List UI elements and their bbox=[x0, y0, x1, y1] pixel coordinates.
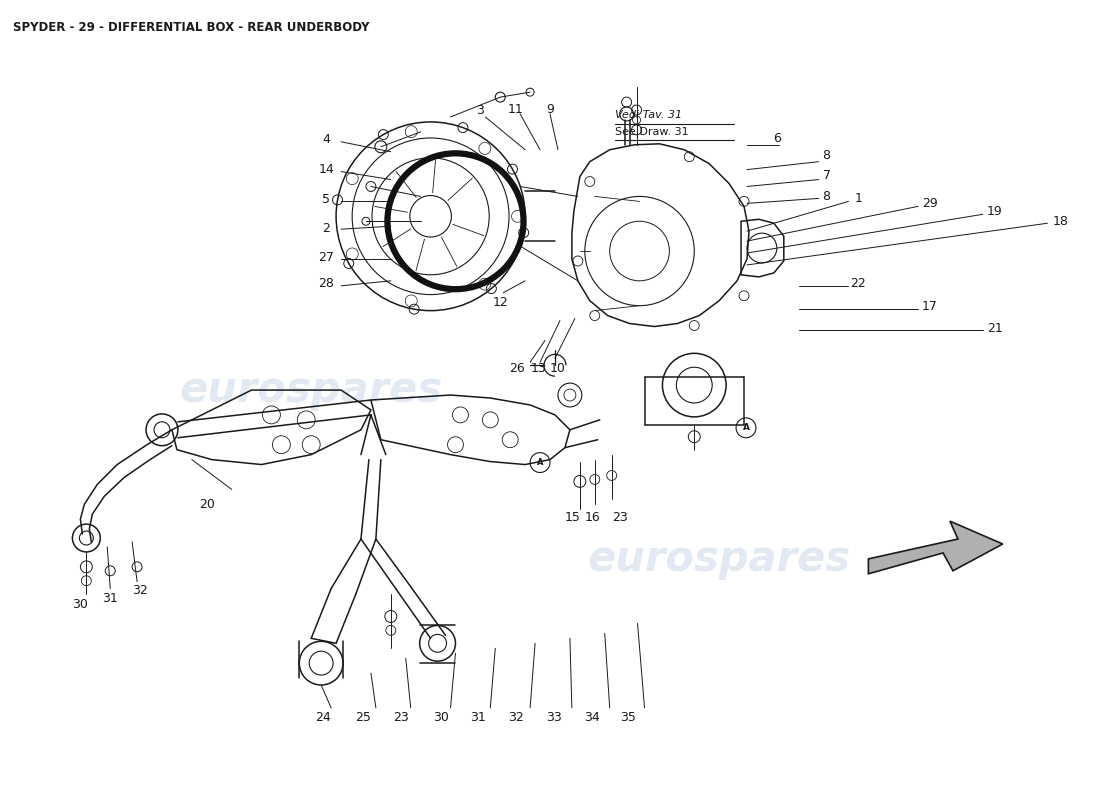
Text: 26: 26 bbox=[509, 362, 525, 374]
Text: 5: 5 bbox=[322, 193, 330, 206]
Text: 24: 24 bbox=[316, 711, 331, 724]
Text: 8: 8 bbox=[823, 150, 830, 162]
Text: 18: 18 bbox=[1053, 214, 1068, 228]
Text: 25: 25 bbox=[355, 711, 371, 724]
Text: 31: 31 bbox=[471, 711, 486, 724]
Text: 9: 9 bbox=[546, 102, 554, 115]
Text: 4: 4 bbox=[322, 134, 330, 146]
Text: A: A bbox=[537, 458, 543, 467]
Text: See Draw. 31: See Draw. 31 bbox=[615, 127, 689, 137]
Text: 35: 35 bbox=[619, 711, 636, 724]
Text: 31: 31 bbox=[102, 592, 118, 605]
Text: 22: 22 bbox=[850, 278, 867, 290]
Text: 7: 7 bbox=[823, 169, 830, 182]
Text: 29: 29 bbox=[922, 197, 938, 210]
Text: 20: 20 bbox=[199, 498, 214, 510]
Text: 1: 1 bbox=[855, 192, 862, 205]
Text: 32: 32 bbox=[508, 711, 524, 724]
Text: 2: 2 bbox=[322, 222, 330, 234]
Text: 21: 21 bbox=[987, 322, 1002, 335]
Text: 12: 12 bbox=[493, 296, 508, 309]
Text: 13: 13 bbox=[530, 362, 546, 374]
Text: 33: 33 bbox=[546, 711, 562, 724]
Text: 14: 14 bbox=[318, 163, 334, 176]
Text: 30: 30 bbox=[73, 598, 88, 611]
Text: SPYDER - 29 - DIFFERENTIAL BOX - REAR UNDERBODY: SPYDER - 29 - DIFFERENTIAL BOX - REAR UN… bbox=[13, 21, 370, 34]
Text: 10: 10 bbox=[550, 362, 565, 374]
Text: 16: 16 bbox=[585, 510, 601, 524]
Text: 27: 27 bbox=[318, 251, 334, 265]
Text: 30: 30 bbox=[432, 711, 449, 724]
Text: 6: 6 bbox=[773, 132, 781, 146]
Text: 15: 15 bbox=[565, 510, 581, 524]
Text: 32: 32 bbox=[132, 584, 148, 597]
Text: 23: 23 bbox=[612, 510, 627, 524]
Text: 23: 23 bbox=[393, 711, 408, 724]
Text: eurospares: eurospares bbox=[179, 369, 443, 411]
Text: eurospares: eurospares bbox=[587, 538, 850, 580]
Text: 34: 34 bbox=[584, 711, 600, 724]
Text: 28: 28 bbox=[318, 278, 334, 290]
Text: 11: 11 bbox=[507, 102, 524, 115]
Text: 19: 19 bbox=[987, 205, 1002, 218]
Text: 3: 3 bbox=[476, 103, 484, 117]
Text: 8: 8 bbox=[823, 190, 830, 203]
Text: Vedi Tav. 31: Vedi Tav. 31 bbox=[615, 110, 682, 120]
Text: A: A bbox=[742, 423, 749, 432]
Text: 17: 17 bbox=[922, 300, 938, 313]
Polygon shape bbox=[868, 521, 1003, 574]
